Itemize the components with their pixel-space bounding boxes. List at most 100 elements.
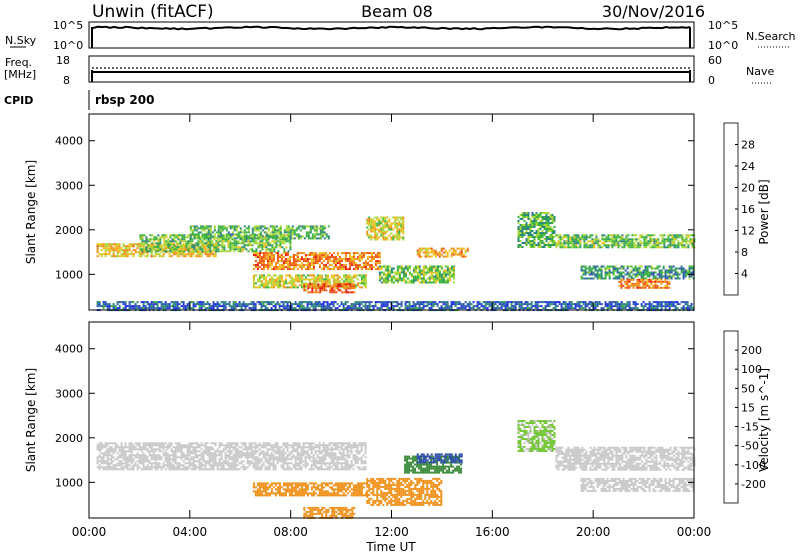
cell bbox=[579, 240, 582, 243]
cell bbox=[430, 281, 433, 284]
cell bbox=[201, 242, 204, 245]
cell bbox=[284, 262, 287, 265]
cell bbox=[259, 227, 262, 230]
cell bbox=[658, 280, 661, 283]
cell bbox=[306, 278, 309, 281]
cell bbox=[648, 278, 651, 281]
cell bbox=[217, 242, 220, 245]
cell bbox=[145, 248, 148, 251]
cell bbox=[668, 305, 671, 308]
cell bbox=[170, 448, 173, 451]
cell bbox=[334, 274, 337, 277]
cell bbox=[138, 255, 141, 258]
cell bbox=[545, 214, 548, 216]
cell bbox=[231, 231, 234, 234]
cell bbox=[150, 450, 153, 453]
cell bbox=[132, 448, 135, 451]
cell bbox=[318, 264, 321, 267]
cell bbox=[136, 245, 139, 248]
cell bbox=[517, 216, 520, 218]
cell bbox=[612, 265, 615, 268]
cell bbox=[104, 450, 107, 453]
cell bbox=[604, 301, 607, 304]
cell bbox=[124, 462, 127, 465]
cell bbox=[468, 301, 471, 304]
cell bbox=[268, 256, 271, 259]
cell bbox=[173, 238, 176, 241]
cell bbox=[173, 248, 176, 251]
cell bbox=[319, 287, 322, 290]
cell bbox=[227, 250, 230, 253]
cell bbox=[312, 280, 315, 283]
cell bbox=[374, 303, 377, 306]
cell bbox=[183, 236, 186, 239]
cell bbox=[554, 301, 557, 304]
cell bbox=[116, 462, 119, 465]
cell bbox=[523, 214, 526, 216]
cell bbox=[182, 247, 185, 250]
cell bbox=[118, 456, 121, 459]
cell bbox=[402, 218, 405, 221]
cell bbox=[478, 301, 481, 304]
cell bbox=[673, 240, 676, 243]
cell bbox=[102, 245, 105, 248]
cell bbox=[416, 301, 419, 304]
cell bbox=[575, 236, 578, 239]
cell bbox=[641, 242, 644, 245]
cell bbox=[308, 286, 311, 289]
cell bbox=[246, 303, 249, 306]
cell bbox=[140, 307, 143, 310]
cell bbox=[324, 256, 327, 259]
cell bbox=[195, 225, 198, 228]
cell bbox=[626, 301, 629, 304]
cell bbox=[273, 231, 276, 234]
cell bbox=[628, 273, 631, 276]
cell bbox=[543, 216, 546, 218]
cell bbox=[211, 231, 214, 234]
cell bbox=[624, 305, 627, 308]
cell bbox=[308, 284, 311, 287]
cell bbox=[338, 264, 341, 267]
cell bbox=[476, 301, 479, 304]
cell bbox=[633, 238, 636, 241]
cell bbox=[626, 303, 629, 306]
cell bbox=[378, 230, 381, 233]
cell bbox=[256, 254, 259, 257]
cell bbox=[165, 234, 168, 237]
cell bbox=[292, 307, 295, 310]
cell bbox=[128, 446, 131, 449]
cell bbox=[150, 454, 153, 457]
cell bbox=[525, 222, 528, 224]
cell bbox=[689, 234, 692, 237]
cell bbox=[254, 303, 257, 306]
cell bbox=[541, 212, 544, 214]
cell bbox=[189, 235, 192, 238]
cell bbox=[262, 274, 265, 277]
cell bbox=[224, 301, 227, 304]
cell bbox=[98, 466, 101, 469]
cell bbox=[434, 281, 437, 284]
cell bbox=[316, 278, 319, 281]
cell bbox=[251, 250, 254, 253]
cell bbox=[249, 244, 252, 247]
cell bbox=[386, 307, 389, 310]
cell bbox=[519, 226, 522, 228]
cell bbox=[412, 279, 415, 282]
cell bbox=[289, 240, 292, 243]
cell bbox=[289, 233, 292, 236]
cell bbox=[376, 234, 379, 237]
cell bbox=[412, 281, 415, 284]
cell bbox=[404, 273, 407, 276]
cell bbox=[146, 466, 149, 469]
cell bbox=[267, 248, 270, 251]
cell bbox=[168, 247, 171, 250]
cell bbox=[583, 236, 586, 239]
cell bbox=[234, 301, 237, 304]
cell bbox=[366, 234, 369, 237]
cell bbox=[337, 285, 340, 288]
cell bbox=[104, 454, 107, 457]
cell bbox=[260, 252, 263, 255]
cell bbox=[608, 265, 611, 268]
cell bbox=[323, 289, 326, 292]
cell bbox=[156, 468, 159, 471]
